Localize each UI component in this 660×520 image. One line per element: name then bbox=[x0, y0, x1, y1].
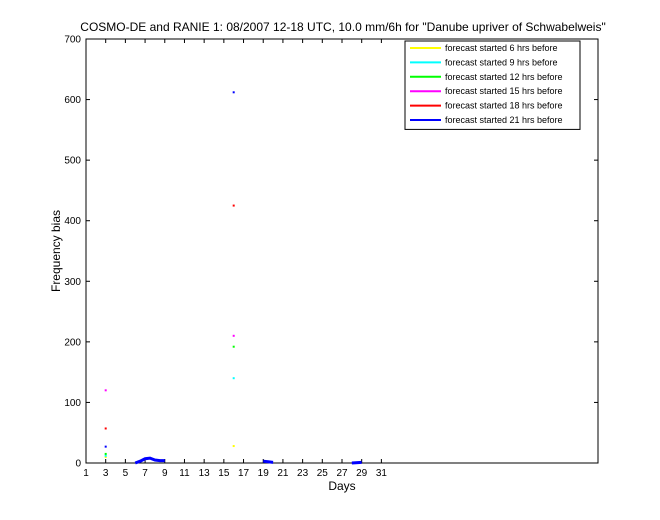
data-point-series-2 bbox=[232, 345, 235, 348]
chart-marks bbox=[104, 91, 362, 465]
x-tick-label: 29 bbox=[356, 468, 368, 479]
legend-entry-label: forecast started 9 hrs before bbox=[445, 57, 558, 67]
data-point-series-4 bbox=[232, 204, 235, 207]
data-point-series-2 bbox=[104, 452, 107, 455]
x-tick-label: 23 bbox=[297, 468, 309, 479]
x-tick-label: 27 bbox=[336, 468, 348, 479]
x-tick-label: 25 bbox=[317, 468, 329, 479]
data-point-series-5 bbox=[104, 445, 107, 448]
x-tick-label: 5 bbox=[123, 468, 129, 479]
data-point-series-3 bbox=[232, 334, 235, 337]
chart-title: COSMO-DE and RANIE 1: 08/2007 12-18 UTC,… bbox=[80, 20, 605, 34]
y-axis-label: Frequency bias bbox=[49, 210, 63, 292]
series-line-5 bbox=[263, 459, 274, 464]
y-tick-label: 0 bbox=[75, 459, 81, 470]
data-point-series-1 bbox=[232, 377, 235, 380]
data-point-series-5 bbox=[232, 91, 235, 94]
x-tick-label: 13 bbox=[199, 468, 211, 479]
data-point-series-0 bbox=[104, 455, 107, 458]
legend-entry-label: forecast started 15 hrs before bbox=[445, 86, 563, 96]
legend-entry-label: forecast started 12 hrs before bbox=[445, 72, 563, 82]
legend-entry-label: forecast started 6 hrs before bbox=[445, 43, 558, 53]
y-tick-label: 400 bbox=[64, 216, 81, 227]
data-point-series-1 bbox=[104, 454, 107, 457]
y-tick-label: 500 bbox=[64, 156, 81, 167]
y-tick-label: 600 bbox=[64, 95, 81, 106]
y-tick-label: 700 bbox=[64, 35, 81, 46]
legend-entry-label: forecast started 21 hrs before bbox=[445, 115, 563, 125]
x-tick-label: 3 bbox=[103, 468, 109, 479]
x-tick-label: 1 bbox=[83, 468, 89, 479]
x-tick-label: 15 bbox=[218, 468, 230, 479]
axis-ticks: 1 3 5 7 9 11 13 15 17 19 21 23 25 27 29 310100200300400… bbox=[64, 35, 598, 479]
x-tick-label: 9 bbox=[162, 468, 168, 479]
y-tick-label: 200 bbox=[64, 337, 81, 348]
y-tick-label: 100 bbox=[64, 398, 81, 409]
x-tick-label: 17 bbox=[238, 468, 250, 479]
legend-entry-label: forecast started 18 hrs before bbox=[445, 101, 563, 111]
series-line-5 bbox=[134, 456, 165, 465]
data-point-series-0 bbox=[232, 445, 235, 448]
x-axis-label: Days bbox=[328, 479, 355, 493]
x-tick-label: 31 bbox=[376, 468, 388, 479]
data-point-series-4 bbox=[104, 427, 107, 430]
x-tick-label: 7 bbox=[142, 468, 148, 479]
series-line-5 bbox=[351, 460, 362, 465]
legend-box bbox=[404, 40, 581, 130]
legend: forecast started 6 hrs before forecast st… bbox=[404, 40, 581, 130]
y-tick-label: 300 bbox=[64, 277, 81, 288]
x-tick-label: 21 bbox=[277, 468, 289, 479]
data-point-series-3 bbox=[104, 389, 107, 392]
x-tick-label: 19 bbox=[258, 468, 270, 479]
x-tick-label: 11 bbox=[179, 468, 190, 479]
